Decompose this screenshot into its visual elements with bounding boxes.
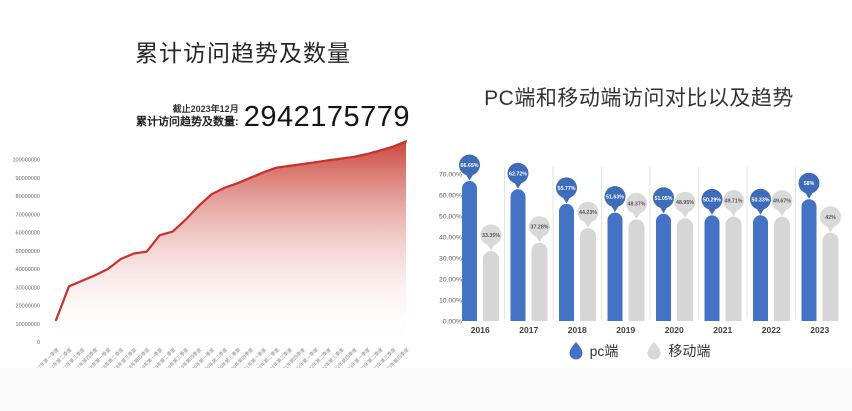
year-label: 2017 [519,325,538,335]
balloon-value-label: 48.37% [628,201,646,207]
balloon [750,188,771,210]
y-axis-tick-label: 60.00% [439,193,462,200]
legend-label-mobile: 移动端 [668,343,711,359]
cumulative-stats: 截止2023年12月 累计访问趋势及数量: 2942175779 [120,102,410,132]
balloon [507,162,529,184]
left-chart-title: 累计访问趋势及数量 [135,40,351,66]
year-label: 2019 [616,325,635,335]
balloon [604,186,626,208]
y-axis-tick-label: 10.00% [439,298,462,305]
bar [580,228,596,321]
year-label: 2018 [568,325,587,335]
stats-label: 累计访问趋势及数量: [136,116,239,128]
y-axis-tick-label: 80000000 [16,194,40,200]
balloon [556,177,577,199]
bar [531,242,548,321]
balloon-value-label: 48.95% [676,200,694,206]
balloon-value-label: 44.23% [579,210,597,216]
stats-labels: 截止2023年12月 累计访问趋势及数量: [136,103,239,129]
year-label: 2022 [762,325,781,335]
balloon-value-label: 51.63% [606,195,624,201]
balloon-value-label: 42% [825,215,836,221]
y-axis-tick-label: 0.00% [443,319,462,326]
bar [483,250,499,321]
balloon [701,188,723,210]
y-axis-tick-label: 30.00% [439,256,462,263]
legend-item-pc: pc端 [568,341,619,361]
balloon [529,216,550,238]
y-axis-tick-label: 10000000 [16,322,40,328]
y-axis-tick-label: 50000000 [16,249,40,255]
bar [559,203,574,321]
pc-drop-icon [569,341,583,359]
y-axis-tick-label: 100000000 [12,158,40,164]
balloon [480,224,502,246]
legend-label-pc: pc端 [589,343,619,359]
stats-date-note: 截止2023年12月 [172,104,239,114]
balloon [723,190,744,212]
bar [753,215,768,321]
balloon-value-label: 50.33% [752,197,770,203]
balloon-value-label: 33.35% [482,233,500,239]
balloon [771,190,793,212]
balloon [626,192,647,214]
balloon [798,172,820,194]
balloon-value-label: 37.28% [531,225,549,231]
y-axis-tick-label: 50.00% [439,214,462,221]
bar [801,199,817,321]
year-label: 2016 [471,325,490,335]
bar [462,181,477,321]
bar [628,219,645,321]
balloon-value-label: 51.05% [655,196,673,202]
bottom-band [0,368,852,411]
y-axis-tick-label: 40000000 [16,267,40,273]
bar [774,216,790,321]
cumulative-area-chart: 0 10000000 20000000 30000000 40000000 5000000… [12,140,411,376]
bar [822,232,839,321]
area-line [54,140,408,322]
balloon-value-label: 49.71% [725,199,743,205]
y-axis-tick-label: 40.00% [439,235,462,242]
legend: pc端 移动端 [426,339,852,363]
pc-mobile-bar-chart: 0.00% 10.00% 20.00% 30.00% 40.00% 50.00% 60.00… [439,154,841,335]
balloon-value-label: 55.77% [558,186,576,192]
balloon-value-label: 50.29% [703,197,721,203]
year-label: 2023 [810,325,829,335]
y-axis-tick-label: 70.00% [439,172,462,179]
balloon-value-label: 62.72% [509,171,527,177]
mobile-drop-icon [647,341,661,359]
y-axis-tick-label: 20.00% [439,277,462,284]
legend-item-mobile: 移动端 [646,341,710,361]
balloon-value-label: 58% [804,181,815,187]
y-axis-tick-label: 70000000 [16,212,40,218]
balloon-value-label: 66.65% [461,163,479,169]
bar [725,216,742,321]
balloon [820,206,841,228]
balloon [674,191,696,213]
balloon [653,187,674,209]
y-axis-tick-label: 60000000 [16,231,40,237]
y-axis-tick-label: 20000000 [16,304,40,310]
balloon [459,154,480,176]
bar [704,215,720,321]
year-label: 2020 [665,325,684,335]
bar [656,213,671,321]
y-axis-tick-label: 30000000 [16,285,40,291]
bar [677,218,693,321]
y-axis-tick-label: 0 [37,340,40,346]
y-axis-tick-label: 90000000 [16,176,40,182]
balloon-value-label: 49.67% [773,199,791,205]
area-fill [56,141,406,342]
bar [607,212,623,321]
bar [510,189,526,321]
right-chart-title: PC端和移动端访问对比以及趋势 [484,87,794,110]
stats-total-value: 2942175779 [243,101,410,133]
balloon [577,201,599,223]
year-label: 2021 [713,325,732,335]
